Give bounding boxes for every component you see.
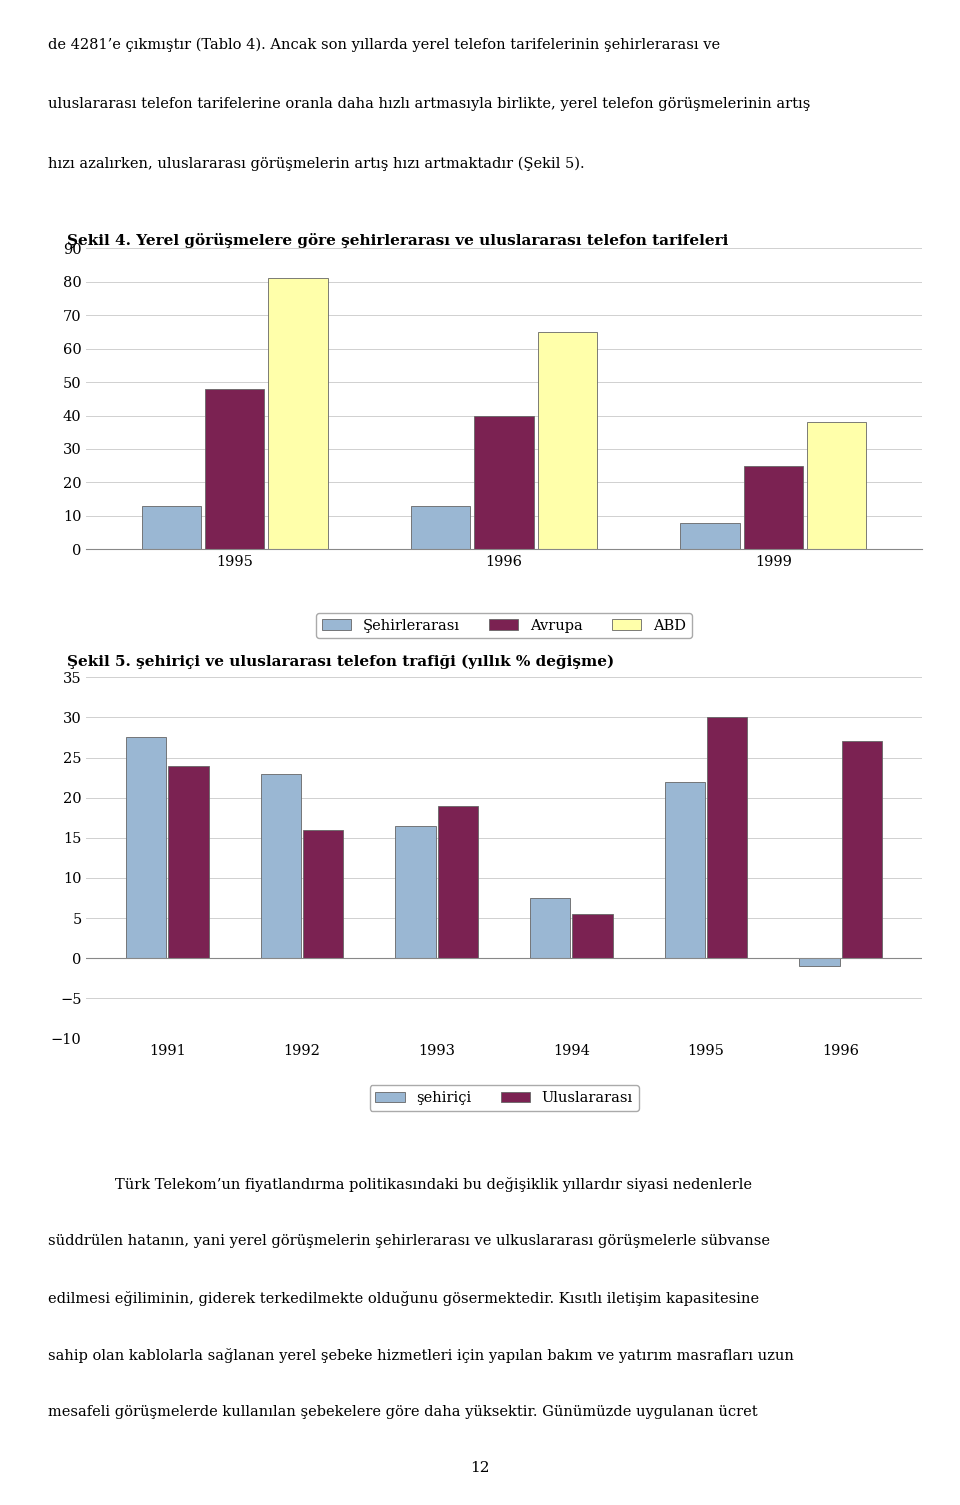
Text: mesafeli görüşmelerde kullanılan şebekelere göre daha yüksektir. Günümüzde uygul: mesafeli görüşmelerde kullanılan şebekel… <box>48 1406 757 1419</box>
Bar <box>807 423 866 549</box>
Text: 12: 12 <box>470 1461 490 1475</box>
Bar <box>474 415 534 549</box>
Bar <box>204 388 264 549</box>
Bar <box>842 742 882 959</box>
Text: uluslararası telefon tarifelerine oranla daha hızlı artmasıyla birlikte, yerel t: uluslararası telefon tarifelerine oranla… <box>48 98 810 111</box>
Bar <box>396 826 436 959</box>
Text: edilmesi eğiliminin, giderek terkedilmekte olduğunu gösermektedir. Kısıtlı ileti: edilmesi eğiliminin, giderek terkedilmek… <box>48 1291 759 1306</box>
Text: hızı azalırken, uluslararası görüşmelerin artış hızı artmaktadır (Şekil 5).: hızı azalırken, uluslararası görüşmeleri… <box>48 157 585 172</box>
Legend: Şehirlerarası, Avrupa, ABD: Şehirlerarası, Avrupa, ABD <box>316 613 692 638</box>
Bar <box>268 278 327 549</box>
Bar <box>142 506 201 549</box>
Bar <box>411 506 470 549</box>
Bar <box>708 718 748 959</box>
Bar <box>681 522 740 549</box>
Text: Şekil 4. Yerel görüşmelere göre şehirlerarası ve uluslararası telefon tarifeleri: Şekil 4. Yerel görüşmelere göre şehirler… <box>67 233 729 248</box>
Text: Şekil 5. şehiriçi ve uluslararası telefon trafiği (yıllık % değişme): Şekil 5. şehiriçi ve uluslararası telefo… <box>67 655 614 670</box>
Text: süddrülen hatanın, yani yerel görüşmelerin şehirlerarası ve ulkuslararası görüşm: süddrülen hatanın, yani yerel görüşmeler… <box>48 1234 770 1248</box>
Bar <box>530 898 570 959</box>
Bar <box>303 829 344 959</box>
Bar <box>664 781 705 959</box>
Bar <box>438 805 478 959</box>
Bar <box>800 959 840 966</box>
Legend: şehiriçi, Uluslararası: şehiriçi, Uluslararası <box>370 1085 638 1111</box>
Bar <box>572 914 612 959</box>
Bar <box>168 766 208 959</box>
Bar <box>260 774 300 959</box>
Bar <box>126 737 166 959</box>
Text: sahip olan kablolarla sağlanan yerel şebeke hizmetleri için yapılan bakım ve yat: sahip olan kablolarla sağlanan yerel şeb… <box>48 1348 794 1364</box>
Bar <box>538 333 597 549</box>
Text: de 4281’e çıkmıştır (Tablo 4). Ancak son yıllarda yerel telefon tarifelerinin şe: de 4281’e çıkmıştır (Tablo 4). Ancak son… <box>48 38 720 53</box>
Text: Türk Telekom’un fiyatlandırma politikasındaki bu değişiklik yıllardır siyasi ned: Türk Telekom’un fiyatlandırma politikası… <box>115 1177 753 1192</box>
Bar <box>744 465 804 549</box>
